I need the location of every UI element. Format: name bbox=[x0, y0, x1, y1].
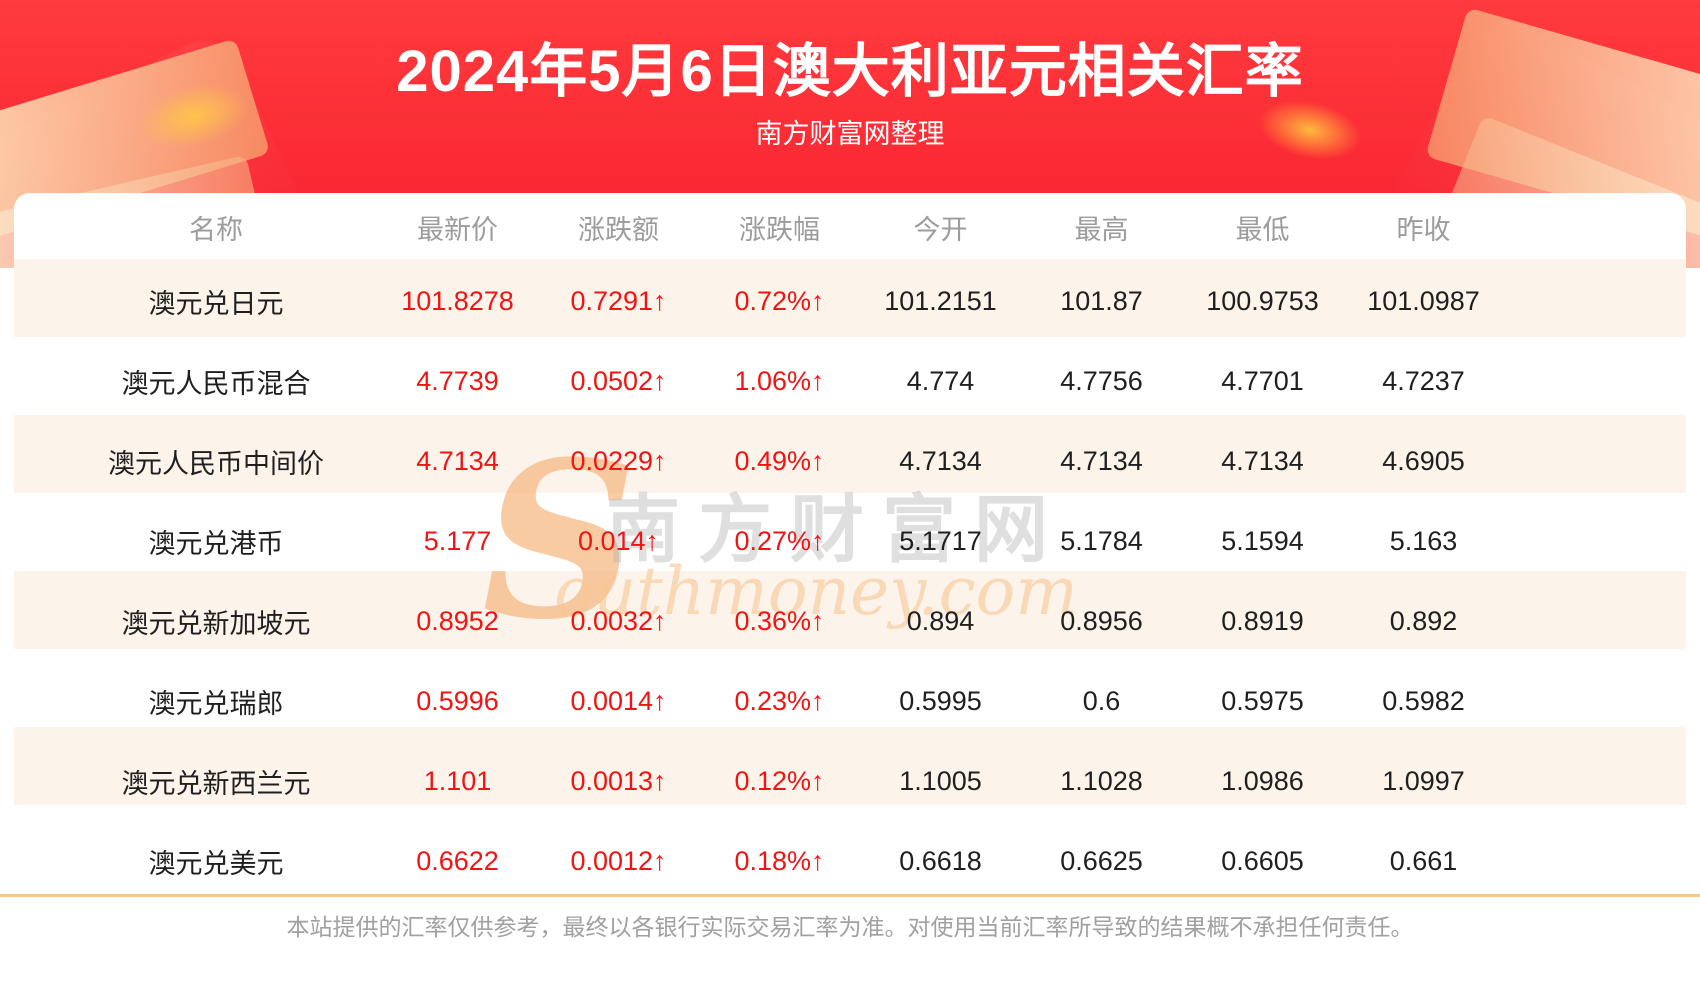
cell-spacer bbox=[1504, 741, 1686, 821]
cell-spacer bbox=[1504, 421, 1686, 501]
cell-prev-close: 4.6905 bbox=[1382, 445, 1465, 476]
cell-spacer bbox=[1504, 341, 1686, 421]
cell-open: 101.2151 bbox=[884, 285, 997, 316]
cell-low: 0.6605 bbox=[1221, 845, 1304, 876]
cell-latest-price: 4.7739 bbox=[416, 365, 499, 396]
column-header-prev-close: 昨收 bbox=[1396, 214, 1451, 245]
rates-card: S 南方财富网 outhmoney.com 名称 最新价 涨跌额 涨跌幅 今开 … bbox=[14, 193, 1686, 985]
cell-high: 1.1028 bbox=[1060, 765, 1143, 796]
cell-spacer bbox=[1504, 661, 1686, 741]
page-subtitle: 南方财富网整理 bbox=[755, 119, 945, 149]
cell-change-percent: 0.49%↑ bbox=[734, 445, 825, 476]
column-header-latest-price: 最新价 bbox=[417, 214, 498, 245]
table-row: 澳元兑港币 5.177 0.014↑ 0.27%↑ 5.1717 5.1784 … bbox=[14, 501, 1686, 581]
table-row: 澳元人民币混合 4.7739 0.0502↑ 1.06%↑ 4.774 4.77… bbox=[14, 341, 1686, 421]
cell-name: 澳元兑新加坡元 bbox=[121, 608, 311, 639]
column-header-name: 名称 bbox=[189, 214, 243, 245]
rates-table: 名称 最新价 涨跌额 涨跌幅 今开 最高 最低 昨收 澳元兑日元 101.827… bbox=[14, 193, 1686, 901]
cell-prev-close: 1.0997 bbox=[1382, 765, 1465, 796]
table-row: 澳元人民币中间价 4.7134 0.0229↑ 0.49%↑ 4.7134 4.… bbox=[14, 421, 1686, 501]
cell-low: 100.9753 bbox=[1206, 285, 1319, 316]
cell-low: 0.5975 bbox=[1221, 685, 1304, 716]
cell-open: 1.1005 bbox=[899, 765, 982, 796]
cell-prev-close: 4.7237 bbox=[1382, 365, 1465, 396]
cell-spacer bbox=[1504, 261, 1686, 341]
cell-change-amount: 0.0012↑ bbox=[570, 845, 667, 876]
page-title: 2024年5月6日澳大利亚元相关汇率 bbox=[396, 39, 1304, 104]
cell-latest-price: 0.8952 bbox=[416, 605, 499, 636]
cell-high: 4.7134 bbox=[1060, 445, 1143, 476]
cell-name: 澳元兑新西兰元 bbox=[121, 768, 311, 799]
footer-disclaimer: 本站提供的汇率仅供参考，最终以各银行实际交易汇率为准。对使用当前汇率所导致的结果… bbox=[286, 914, 1414, 940]
cell-change-amount: 0.0502↑ bbox=[570, 365, 667, 396]
cell-change-percent: 0.18%↑ bbox=[734, 845, 825, 876]
column-header-change-percent: 涨跌幅 bbox=[739, 214, 820, 245]
cell-high: 101.87 bbox=[1060, 285, 1143, 316]
cell-high: 0.6625 bbox=[1060, 845, 1143, 876]
cell-high: 5.1784 bbox=[1060, 525, 1143, 556]
cell-open: 0.5995 bbox=[899, 685, 982, 716]
table-row: 澳元兑日元 101.8278 0.7291↑ 0.72%↑ 101.2151 1… bbox=[14, 261, 1686, 341]
cell-change-percent: 0.36%↑ bbox=[734, 605, 825, 636]
cell-change-amount: 0.7291↑ bbox=[570, 285, 667, 316]
cell-prev-close: 0.892 bbox=[1389, 605, 1458, 636]
cell-open: 5.1717 bbox=[899, 525, 982, 556]
cell-low: 5.1594 bbox=[1221, 525, 1304, 556]
cell-spacer bbox=[1504, 581, 1686, 661]
cell-low: 4.7134 bbox=[1221, 445, 1304, 476]
cell-low: 4.7701 bbox=[1221, 365, 1304, 396]
cell-change-percent: 0.12%↑ bbox=[734, 765, 825, 796]
table-row: 澳元兑新加坡元 0.8952 0.0032↑ 0.36%↑ 0.894 0.89… bbox=[14, 581, 1686, 661]
cell-change-amount: 0.0014↑ bbox=[570, 685, 667, 716]
row-stripes-background bbox=[14, 193, 1686, 985]
cell-change-percent: 0.27%↑ bbox=[734, 525, 825, 556]
cell-name: 澳元人民币混合 bbox=[121, 368, 311, 399]
cell-latest-price: 0.5996 bbox=[416, 685, 499, 716]
cell-change-percent: 0.72%↑ bbox=[734, 285, 825, 316]
column-header-change-amount: 涨跌额 bbox=[578, 214, 659, 245]
cell-open: 4.7134 bbox=[899, 445, 982, 476]
cell-spacer bbox=[1504, 501, 1686, 581]
table-header-row: 名称 最新价 涨跌额 涨跌幅 今开 最高 最低 昨收 bbox=[14, 193, 1686, 261]
column-header-high: 最高 bbox=[1074, 214, 1129, 245]
column-header-spacer bbox=[1504, 193, 1686, 261]
table-row: 澳元兑瑞郎 0.5996 0.0014↑ 0.23%↑ 0.5995 0.6 0… bbox=[14, 661, 1686, 741]
cell-change-amount: 0.0032↑ bbox=[570, 605, 667, 636]
cell-name: 澳元兑美元 bbox=[148, 848, 284, 879]
cell-low: 0.8919 bbox=[1221, 605, 1304, 636]
cell-latest-price: 0.6622 bbox=[416, 845, 499, 876]
cell-high: 4.7756 bbox=[1060, 365, 1143, 396]
footer-divider bbox=[0, 894, 1700, 897]
cell-latest-price: 4.7134 bbox=[416, 445, 499, 476]
cell-prev-close: 101.0987 bbox=[1367, 285, 1480, 316]
cell-latest-price: 5.177 bbox=[423, 525, 492, 556]
cell-name: 澳元兑瑞郎 bbox=[148, 688, 284, 719]
column-header-open: 今开 bbox=[913, 214, 968, 245]
cell-prev-close: 0.661 bbox=[1389, 845, 1458, 876]
table-row: 澳元兑美元 0.6622 0.0012↑ 0.18%↑ 0.6618 0.662… bbox=[14, 821, 1686, 901]
cell-prev-close: 0.5982 bbox=[1382, 685, 1465, 716]
cell-change-amount: 0.014↑ bbox=[577, 525, 660, 556]
cell-open: 0.6618 bbox=[899, 845, 982, 876]
cell-name: 澳元人民币中间价 bbox=[108, 448, 324, 479]
cell-open: 0.894 bbox=[906, 605, 975, 636]
table-row: 澳元兑新西兰元 1.101 0.0013↑ 0.12%↑ 1.1005 1.10… bbox=[14, 741, 1686, 821]
cell-name: 澳元兑日元 bbox=[148, 288, 284, 319]
cell-change-amount: 0.0229↑ bbox=[570, 445, 667, 476]
column-header-low: 最低 bbox=[1235, 214, 1290, 245]
cell-high: 0.6 bbox=[1082, 685, 1121, 716]
cell-change-percent: 0.23%↑ bbox=[734, 685, 825, 716]
cell-spacer bbox=[1504, 821, 1686, 901]
cell-prev-close: 5.163 bbox=[1389, 525, 1458, 556]
cell-low: 1.0986 bbox=[1221, 765, 1304, 796]
cell-change-amount: 0.0013↑ bbox=[570, 765, 667, 796]
cell-name: 澳元兑港币 bbox=[148, 528, 284, 559]
cell-high: 0.8956 bbox=[1060, 605, 1143, 636]
cell-latest-price: 1.101 bbox=[423, 765, 492, 796]
cell-latest-price: 101.8278 bbox=[401, 285, 514, 316]
cell-open: 4.774 bbox=[906, 365, 975, 396]
cell-change-percent: 1.06%↑ bbox=[734, 365, 825, 396]
